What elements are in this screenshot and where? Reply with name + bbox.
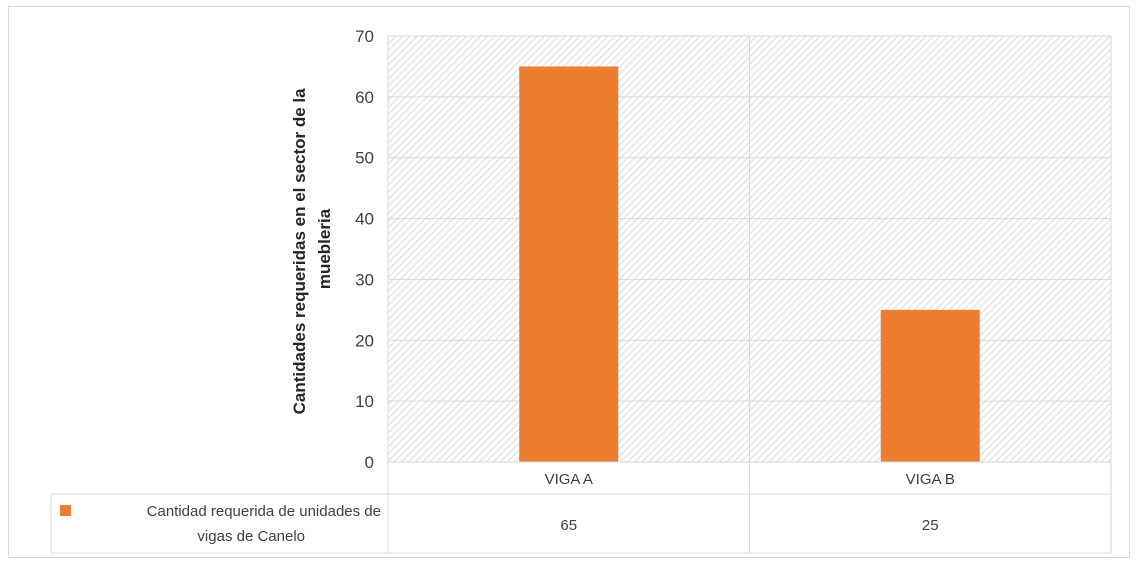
x-tick-label: VIGA A	[545, 471, 593, 488]
bar	[519, 66, 619, 462]
y-tick-label: 30	[355, 270, 374, 289]
legend-swatch	[60, 505, 71, 516]
gridlines	[387, 35, 1112, 463]
y-tick-label: 70	[355, 27, 374, 46]
y-axis-label-line-2: muebleria	[315, 208, 334, 289]
y-tick-label: 40	[355, 210, 374, 229]
y-axis-label-line-1: Cantidades requeridas en el sector de la	[290, 88, 309, 415]
y-tick-label: 60	[355, 88, 374, 107]
y-tick-label: 50	[355, 149, 374, 168]
y-tick-label: 0	[365, 453, 374, 472]
y-axis-label: Cantidades requeridas en el sector de la…	[290, 84, 334, 415]
data-table: VIGA A VIGA B 65 25 Cantidad requerida de un…	[50, 461, 1112, 554]
y-tick-label: 10	[355, 392, 374, 411]
y-tick-label: 20	[355, 331, 374, 350]
data-label: 65	[560, 517, 577, 534]
legend-label: Cantidad requerida de unidades de vigas d…	[147, 503, 381, 545]
x-tick-label: VIGA B	[906, 471, 955, 488]
bars	[519, 66, 980, 462]
y-axis-ticks: 0 10 20 30 40 50 60 70	[355, 27, 374, 472]
bar	[880, 309, 980, 462]
data-label: 25	[922, 517, 939, 534]
